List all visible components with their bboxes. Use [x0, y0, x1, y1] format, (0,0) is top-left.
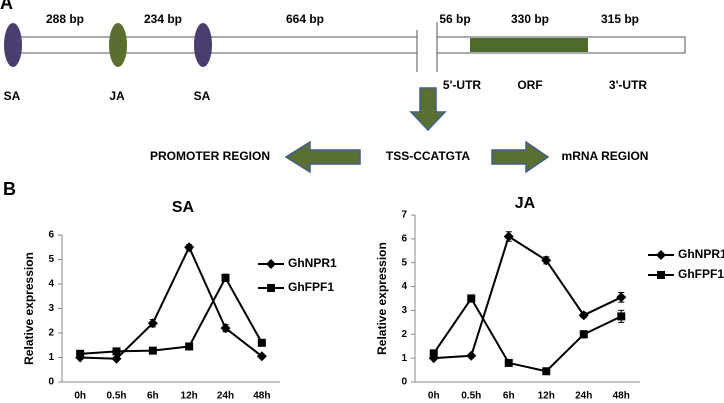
- diamond-marker: [111, 353, 122, 364]
- segment-length: 330 bp: [511, 12, 549, 26]
- y-tick-label: 0: [401, 377, 407, 388]
- y-tick-label: 5: [401, 257, 407, 268]
- y-tick-label: 3: [48, 303, 54, 314]
- x-tick-label: 24h: [217, 391, 234, 402]
- mrna-label: mRNA REGION: [562, 149, 649, 163]
- chart-title: JA: [515, 195, 536, 212]
- y-tick-label: 4: [401, 281, 407, 292]
- panel-label: A: [0, 0, 13, 13]
- series-line: [432, 296, 622, 373]
- sa-element: [4, 23, 22, 67]
- x-tick-label: 0.5h: [461, 391, 481, 402]
- legend-label: GhFPF1: [678, 267, 724, 281]
- promoter-bar: [11, 36, 418, 54]
- y-tick-label: 2: [48, 328, 54, 339]
- y-tick-label: 2: [401, 329, 407, 340]
- legend-label: GhNPR1: [678, 247, 724, 261]
- square-marker: [579, 330, 588, 339]
- y-tick-label: 6: [401, 233, 407, 244]
- x-tick-label: 48h: [613, 391, 630, 402]
- chart-title: SA: [172, 199, 195, 216]
- element-label: SA: [194, 89, 211, 103]
- y-tick-label: 1: [401, 353, 407, 364]
- x-tick-label: 12h: [181, 391, 198, 402]
- region-label: 3'-UTR: [609, 78, 648, 92]
- square-marker: [257, 338, 266, 347]
- right-arrow: [491, 140, 550, 174]
- diamond-marker: [578, 310, 589, 321]
- x-tick-label: 0.5h: [106, 391, 126, 402]
- square-marker: [112, 347, 121, 356]
- diamond-marker: [256, 351, 267, 362]
- legend-label: GhFPF1: [288, 280, 334, 294]
- square-marker: [148, 346, 157, 355]
- left-arrow: [284, 140, 361, 174]
- y-axis-label: Relative expression: [22, 252, 36, 365]
- square-marker: [617, 312, 626, 321]
- sa-element: [194, 23, 212, 67]
- series-line: [433, 234, 622, 360]
- legend-marker: [656, 250, 666, 260]
- segment-length: 234 bp: [144, 12, 182, 26]
- series-line: [80, 275, 263, 355]
- element-label: JA: [109, 89, 125, 103]
- region-label: ORF: [517, 78, 542, 92]
- square-marker: [467, 294, 476, 303]
- x-tick-label: 0h: [428, 391, 440, 402]
- x-tick-label: 6h: [147, 391, 159, 402]
- diamond-marker: [503, 231, 514, 242]
- x-tick-label: 12h: [538, 391, 555, 402]
- y-tick-label: 1: [48, 352, 54, 363]
- ja-element: [109, 23, 127, 67]
- x-tick-label: 48h: [253, 391, 270, 402]
- diamond-marker: [616, 292, 627, 303]
- legend-marker: [267, 284, 275, 292]
- tss-label: TSS-CCATGTA: [386, 149, 471, 163]
- promoter-label: PROMOTER REGION: [150, 149, 270, 163]
- y-tick-label: 5: [48, 254, 54, 265]
- segment-length: 664 bp: [286, 12, 324, 26]
- y-axis-label: Relative expression: [375, 242, 389, 355]
- series-line: [80, 244, 263, 360]
- segment-length: 315 bp: [601, 12, 639, 26]
- y-tick-label: 4: [48, 279, 54, 290]
- element-label: SA: [4, 89, 21, 103]
- square-marker: [185, 342, 194, 351]
- diamond-marker: [220, 323, 231, 334]
- square-marker: [76, 349, 85, 358]
- legend-marker: [266, 259, 276, 269]
- diamond-marker: [184, 242, 195, 253]
- diamond-marker: [466, 350, 477, 361]
- y-tick-label: 0: [48, 377, 54, 388]
- square-marker: [542, 367, 551, 376]
- segment-length: 56 bp: [439, 12, 470, 26]
- down-arrow: [409, 87, 447, 132]
- square-marker: [504, 358, 513, 367]
- square-marker: [429, 349, 438, 358]
- x-tick-label: 6h: [503, 391, 515, 402]
- y-tick-label: 6: [48, 230, 54, 241]
- panel-label: B: [3, 179, 16, 199]
- diamond-marker: [541, 255, 552, 266]
- legend-marker: [657, 271, 665, 279]
- diamond-marker: [147, 318, 158, 329]
- region-label: 5'-UTR: [443, 78, 482, 92]
- y-tick-label: 3: [401, 305, 407, 316]
- x-tick-label: 24h: [575, 391, 592, 402]
- square-marker: [221, 273, 230, 282]
- y-tick-label: 7: [401, 210, 407, 221]
- orf-box: [470, 38, 588, 52]
- legend-label: GhNPR1: [288, 256, 337, 270]
- x-tick-label: 0h: [74, 391, 86, 402]
- segment-length: 288 bp: [46, 12, 84, 26]
